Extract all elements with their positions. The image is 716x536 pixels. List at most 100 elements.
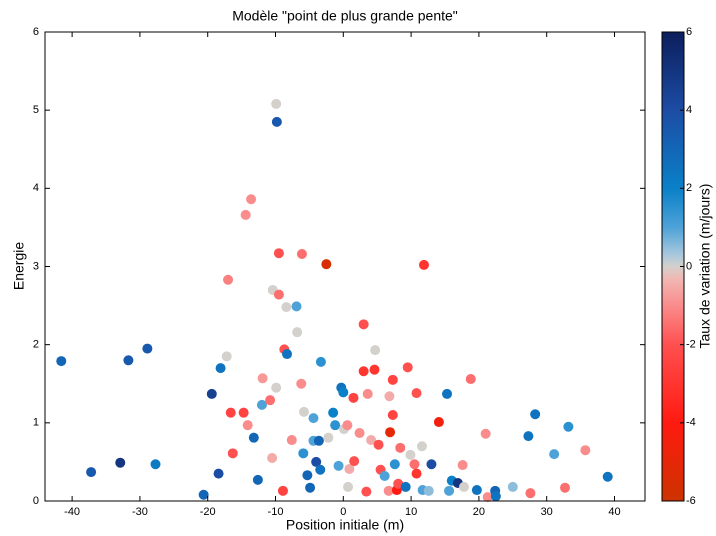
point [580,445,591,456]
point [215,363,226,374]
point [411,388,422,399]
point [411,468,422,479]
point [416,441,427,452]
point [311,456,322,467]
point [302,470,313,481]
point [298,406,309,417]
point [213,468,224,479]
point [379,470,390,481]
point [273,289,284,300]
point [465,374,476,385]
x-tick-label: -30 [132,506,148,518]
point [563,421,574,432]
x-tick-label: 0 [340,506,346,518]
y-tick-label: 6 [33,26,39,38]
colorbar-tick-label: 2 [686,182,692,194]
colorbar-tick-label: -4 [686,417,696,429]
y-tick-label: 0 [33,495,39,507]
point [240,209,251,220]
x-tick-label: 30 [541,506,553,518]
point [315,464,326,475]
point [444,485,455,496]
point [400,481,411,492]
point [344,463,355,474]
point [348,392,359,403]
point [423,485,434,496]
point [549,449,560,460]
point [257,373,268,384]
point [342,420,353,431]
point [457,460,468,471]
point [123,355,134,366]
point [361,486,372,497]
point [248,432,259,443]
point [142,343,153,354]
point [330,420,341,431]
colorbar-label: Taux de variation (m/jours) [697,184,713,349]
point [277,485,288,496]
point [384,391,395,402]
point [426,459,437,470]
y-tick-label: 1 [33,417,39,429]
point [265,395,276,406]
point [321,259,332,270]
point [366,435,377,446]
point [291,301,302,312]
y-axis-label: Energie [11,242,27,290]
point [602,471,613,482]
point [442,388,453,399]
point [328,407,339,418]
point [286,435,297,446]
point [315,356,326,367]
point [221,351,232,362]
point [338,387,349,398]
point [298,448,309,459]
colorbar-tick-label: -6 [686,495,696,507]
point [525,488,536,499]
point [362,388,373,399]
point [282,349,293,360]
point [150,459,161,470]
point [523,431,534,442]
point [56,356,67,367]
point [409,459,420,470]
point [349,456,360,467]
point [383,485,394,496]
x-axis-label: Position initiale (m) [286,517,404,533]
point [238,407,249,418]
colorbar-tick-label: -2 [686,339,696,351]
colorbar-tick-label: 6 [686,26,692,38]
point [256,399,267,410]
point [433,417,444,428]
point [370,345,381,356]
x-tick-label: 40 [608,506,620,518]
point [354,427,365,438]
point [206,388,217,399]
point [530,409,541,420]
point [86,467,97,478]
point [281,302,292,313]
point [308,413,319,424]
point [292,327,303,338]
point [387,374,398,385]
y-tick-label: 4 [33,182,39,194]
point [227,448,238,459]
point [273,248,284,259]
point [560,482,570,493]
point [271,116,282,127]
point [343,481,354,492]
point [490,491,501,502]
x-tick-label: -20 [200,506,216,518]
point [115,457,126,468]
point [395,442,406,453]
point [223,274,234,285]
x-tick-label: -10 [268,506,284,518]
point [305,482,316,493]
point [402,362,413,373]
point [252,474,263,485]
point [385,427,396,438]
point [296,378,307,389]
point [358,319,369,330]
chart-title: Modèle "point de plus grande pente" [232,8,458,24]
